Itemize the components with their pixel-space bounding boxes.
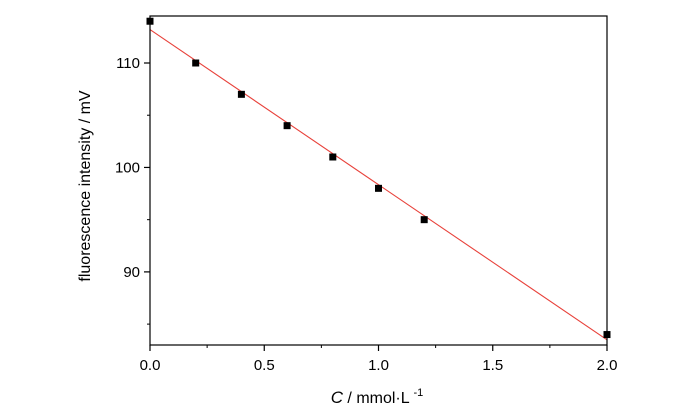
data-point bbox=[192, 59, 200, 67]
x-axis: 0.0 0.5 1.0 1.5 2.0 bbox=[140, 345, 618, 374]
data-points-layer bbox=[146, 17, 611, 339]
x-axis-symbol: C bbox=[331, 388, 344, 407]
x-tick-label: 1.5 bbox=[482, 357, 503, 374]
data-point bbox=[420, 216, 428, 224]
y-tick-label: 100 bbox=[115, 159, 140, 176]
y-axis: 90 100 110 bbox=[115, 55, 150, 325]
fit-line bbox=[149, 29, 608, 341]
fit-line-layer bbox=[149, 29, 608, 341]
x-axis-title: C / mmol·L -1 bbox=[331, 387, 424, 407]
x-tick-label: 0.5 bbox=[254, 357, 275, 374]
data-point bbox=[283, 122, 291, 130]
data-point bbox=[329, 153, 337, 161]
x-tick-label: 2.0 bbox=[597, 357, 618, 374]
y-tick-label: 110 bbox=[116, 55, 140, 72]
x-axis-unit: / mmol·L bbox=[347, 390, 409, 407]
data-point bbox=[237, 90, 245, 98]
y-axis-title: fluorescence intensity / mV bbox=[77, 90, 94, 282]
data-point bbox=[375, 184, 382, 192]
x-tick-label: 0.0 bbox=[140, 357, 161, 374]
y-tick-label: 90 bbox=[123, 264, 140, 281]
x-axis-unit-exponent: -1 bbox=[414, 387, 424, 399]
x-tick-label: 1.0 bbox=[368, 357, 389, 374]
plot-frame bbox=[149, 15, 608, 346]
